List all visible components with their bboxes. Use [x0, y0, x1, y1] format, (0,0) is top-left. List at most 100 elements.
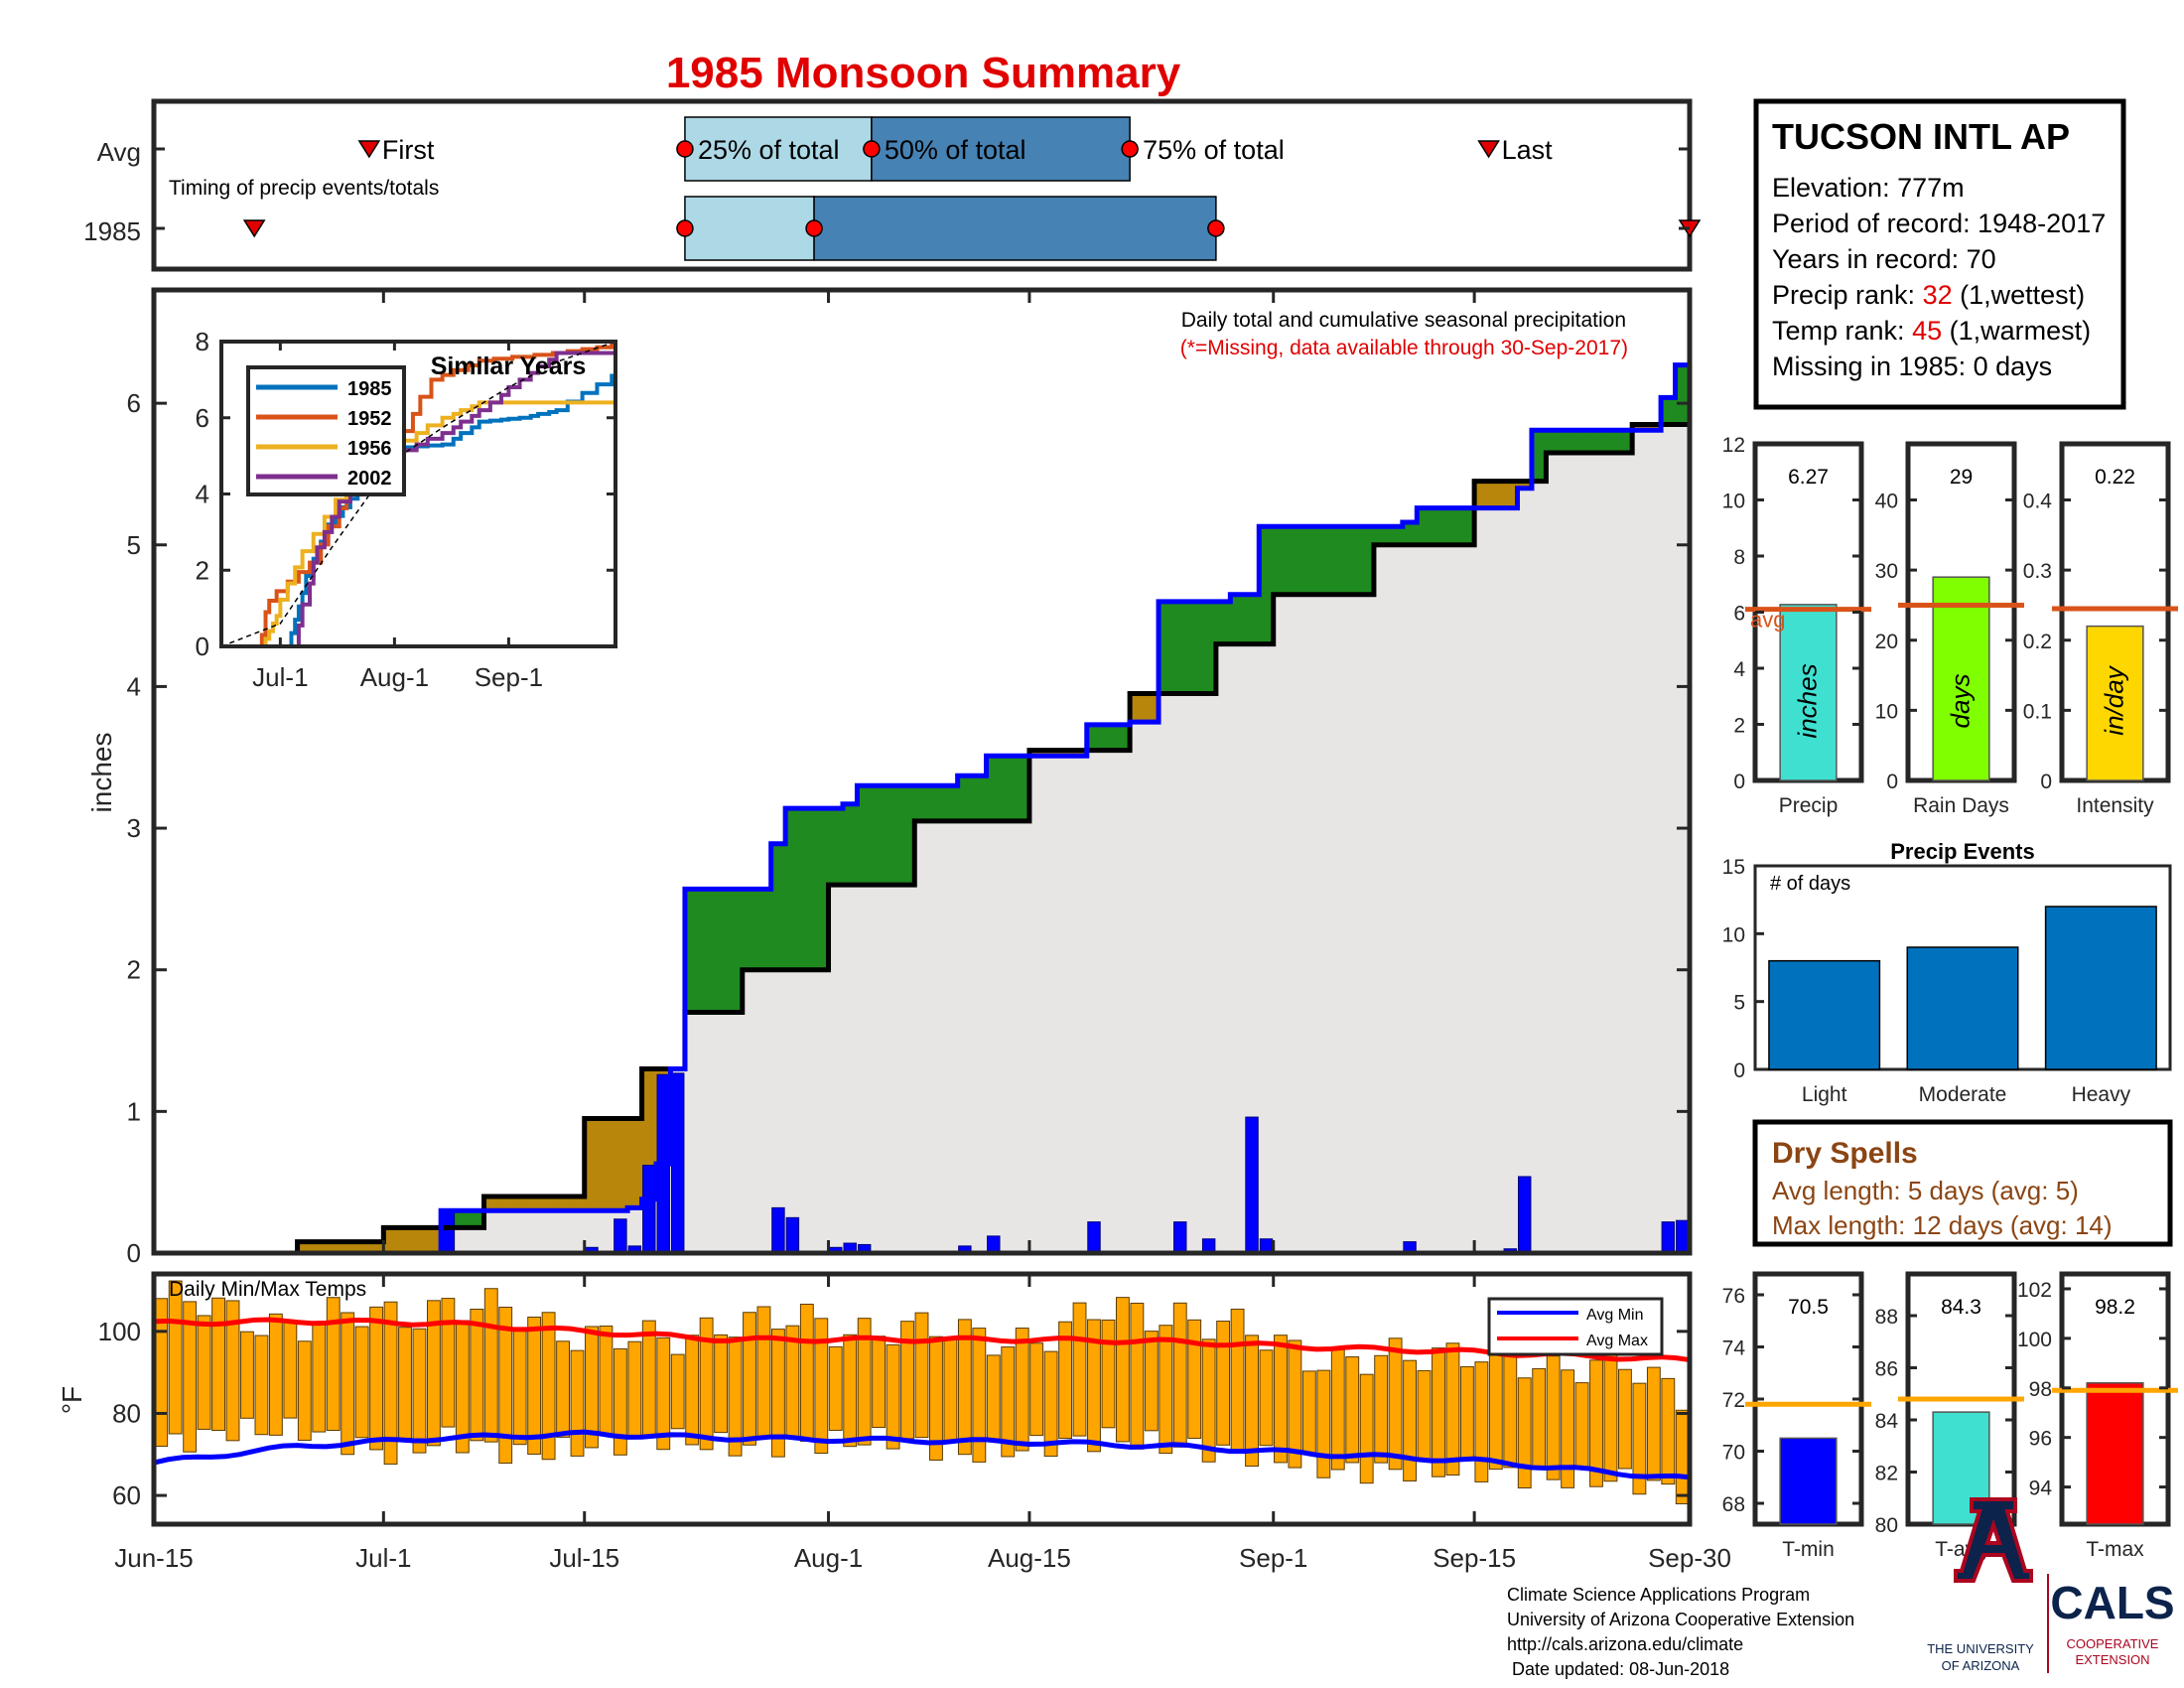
daily-precip-bar	[771, 1206, 785, 1254]
daily-temp-bar	[1130, 1302, 1145, 1450]
date-tick-label: Jul-15	[549, 1543, 619, 1573]
daily-temp-bar	[1661, 1377, 1676, 1485]
timing-label-1: 25% of total	[698, 135, 840, 165]
above-average-fill	[1661, 397, 1677, 425]
temps-legend: Avg Min Avg Max	[1487, 1297, 1664, 1356]
stat-1-ytick-label: 10	[1875, 700, 1898, 723]
legend-label-1985: 1985	[347, 378, 392, 400]
daily-temp-bar	[1115, 1297, 1130, 1443]
stat-0-ytick-label: 2	[1733, 715, 1745, 738]
above-average-fill	[1603, 430, 1619, 454]
temps-caption: Daily Min/Max Temps	[169, 1278, 366, 1301]
daily-precip-bar	[1245, 1116, 1259, 1254]
daily-temp-bar	[1388, 1337, 1403, 1471]
daily-temp-bar	[1101, 1319, 1116, 1429]
main-ytick-label: 5	[127, 530, 141, 560]
daily-temp-bar	[986, 1354, 1001, 1440]
timing-box-q1-0	[684, 116, 873, 182]
stat-2-ytick-label: 0.4	[2023, 491, 2053, 513]
cumulative-base-area	[154, 424, 1690, 1253]
above-average-fill	[1574, 430, 1590, 454]
daily-precip-bar	[1087, 1221, 1101, 1254]
above-average-fill	[1086, 724, 1102, 751]
stat-0-label: Precip	[1779, 794, 1839, 817]
daily-temp-bar	[570, 1349, 585, 1457]
daily-temp-bar	[240, 1331, 254, 1419]
above-average-fill	[1373, 526, 1389, 545]
stat-0-value: 6.27	[1788, 466, 1829, 489]
temps-frame	[151, 1271, 1693, 1527]
daily-temp-bar	[1646, 1366, 1661, 1481]
stat-0-ytick-label: 10	[1722, 491, 1745, 513]
temp-0-ytick-label: 68	[1722, 1493, 1745, 1516]
stat-2-value: 0.22	[2095, 466, 2135, 489]
above-average-fill	[928, 785, 944, 821]
daily-temp-bar	[957, 1319, 972, 1456]
temp-1-ytick-label: 88	[1875, 1306, 1898, 1329]
daily-precip-bar	[642, 1165, 656, 1254]
daily-temp-bar	[398, 1327, 412, 1439]
above-average-fill	[1159, 601, 1174, 694]
main-note: (*=Missing, data available through 30-Se…	[1180, 337, 1628, 359]
timing-row-avg: Avg	[97, 137, 141, 167]
timing-box-q2-1	[813, 196, 1217, 261]
precip-rank-note: (1,wettest)	[1960, 280, 2085, 310]
daily-temp-bar	[1517, 1377, 1532, 1488]
daily-temp-bar	[1015, 1328, 1029, 1452]
inset-xtick-label: Sep-1	[475, 662, 543, 692]
daily-temp-bar	[312, 1321, 327, 1433]
inset-title: Similar Years	[431, 352, 587, 380]
daily-temp-bar	[799, 1303, 814, 1442]
daily-temp-bar	[326, 1297, 341, 1432]
inset-ytick-label: 8	[196, 327, 209, 356]
daily-temp-bar	[872, 1336, 887, 1429]
above-average-fill	[1459, 507, 1475, 545]
ua-logo: THE UNIVERSITY OF ARIZONA CALS COOPERATI…	[1927, 1497, 2175, 1673]
daily-temp-bar	[354, 1326, 369, 1439]
events-title: Precip Events	[1890, 839, 2035, 864]
temp-0-label: T-min	[1782, 1538, 1835, 1561]
above-average-fill	[785, 808, 801, 970]
below-average-fill	[627, 1118, 643, 1208]
above-average-fill	[470, 1210, 485, 1228]
timing-panel: Avg 1985 Timing of precip events/totals …	[83, 98, 1702, 272]
stat-1-label: Rain Days	[1913, 794, 2009, 817]
daily-precip-bar	[441, 1209, 456, 1254]
daily-temp-bar	[225, 1300, 240, 1442]
temps-ylabel: °F	[57, 1386, 87, 1414]
daily-temp-bar	[1072, 1302, 1087, 1437]
inset-xtick-label: Aug-1	[360, 662, 429, 692]
dry-spells-avg: Avg length: 5 days (avg: 5)	[1772, 1176, 2079, 1205]
temp-0-bar	[1779, 1437, 1838, 1525]
above-average-fill	[1330, 526, 1346, 595]
inset-ytick-label: 2	[196, 555, 209, 585]
daily-temp-bar	[714, 1334, 729, 1434]
inset-ytick-label: 0	[196, 632, 209, 661]
temp-1-value: 84.3	[1941, 1296, 1981, 1319]
below-average-fill	[555, 1196, 571, 1211]
dry-spells-title: Dry Spells	[1772, 1137, 1918, 1170]
stat-1-ytick-label: 20	[1875, 631, 1898, 653]
temp-0-value: 70.5	[1788, 1296, 1829, 1319]
timing-marks: First 25% of total 50% of total 75% of tota…	[154, 116, 1702, 261]
timing-dot-3-0	[1121, 140, 1139, 158]
daily-temp-bar	[1259, 1349, 1274, 1447]
daily-temp-bar	[685, 1335, 700, 1446]
daily-temp-bar	[412, 1328, 427, 1454]
temp-0-ytick-label: 70	[1722, 1442, 1745, 1465]
below-average-fill	[412, 1227, 428, 1253]
date-axis-labels: Jun-15 Jul-1 Jul-15 Aug-1 Aug-15 Sep-1 Sep-15 S…	[114, 1543, 1731, 1573]
daily-precip-bar	[1173, 1221, 1187, 1254]
temp-2-ytick-label: 100	[2017, 1329, 2052, 1351]
daily-temp-bar	[770, 1329, 785, 1458]
main-ytick-label: 0	[127, 1238, 141, 1268]
temp-2-label: T-max	[2086, 1538, 2144, 1561]
stat-0-ytick-label: 6	[1733, 603, 1745, 626]
stat-2-label: Intensity	[2076, 794, 2154, 817]
daily-temp-bar	[1001, 1346, 1016, 1458]
above-average-fill	[1560, 430, 1575, 454]
daily-temp-bar	[613, 1347, 627, 1456]
daily-temp-bar	[527, 1316, 542, 1455]
below-average-fill	[1043, 750, 1059, 757]
temp-1-ytick-label: 80	[1875, 1514, 1898, 1537]
